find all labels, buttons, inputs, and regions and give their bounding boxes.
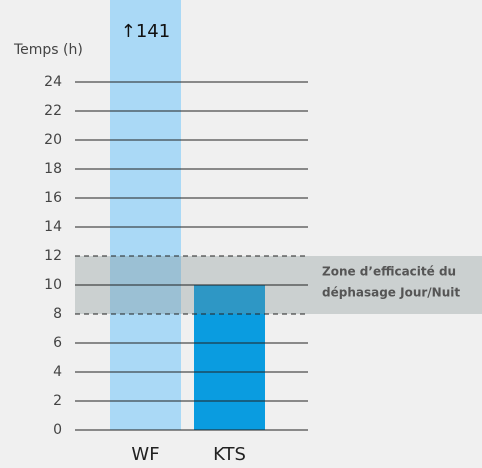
zone-label: déphasage Jour/Nuit <box>322 286 460 300</box>
x-tick-label: KTS <box>213 444 246 465</box>
bar <box>110 0 181 430</box>
y-tick-label: 8 <box>53 306 62 322</box>
y-tick-label: 24 <box>44 74 62 90</box>
y-tick-label: 18 <box>44 161 62 177</box>
x-tick-label: WF <box>131 444 159 465</box>
y-tick-label: 6 <box>53 335 62 351</box>
y-tick-label: 14 <box>44 219 62 235</box>
zone-label: Zone d’efficacité du <box>322 265 456 279</box>
y-tick-label: 0 <box>53 422 62 438</box>
y-tick-label: 16 <box>44 190 62 206</box>
y-axis-label: Temps (h) <box>13 42 83 58</box>
y-tick-label: 10 <box>44 277 62 293</box>
y-tick-label: 12 <box>44 248 62 264</box>
y-tick-label: 4 <box>53 364 62 380</box>
bar <box>194 285 265 430</box>
y-tick-label: 22 <box>44 103 62 119</box>
value-label: ↑141 <box>121 21 170 42</box>
y-tick-label: 20 <box>44 132 62 148</box>
y-tick-label: 2 <box>53 393 62 409</box>
